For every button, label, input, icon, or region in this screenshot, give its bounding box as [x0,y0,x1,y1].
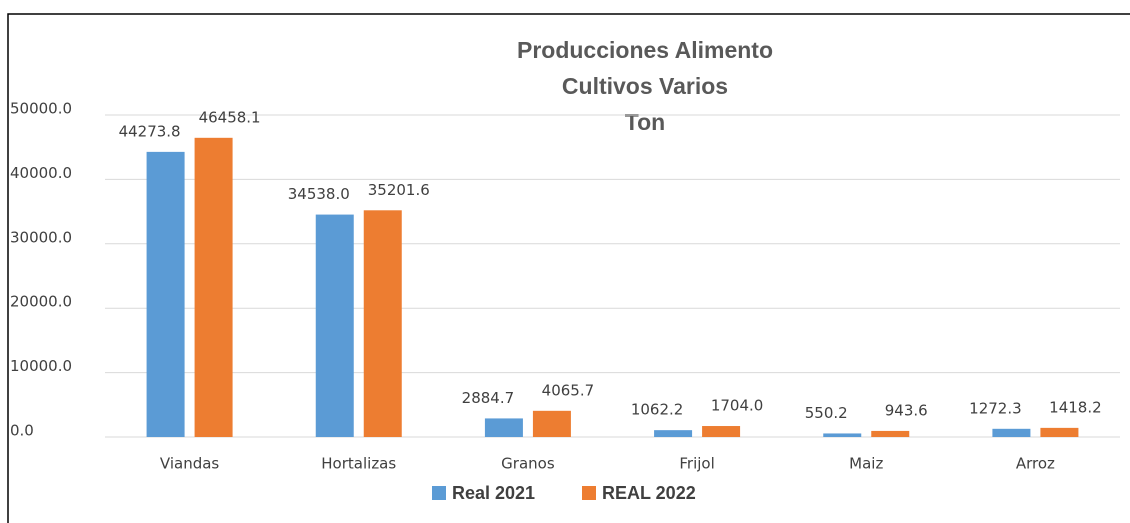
chart-title: Producciones Alimento [517,37,773,63]
y-tick-label: 40000.0 [10,164,72,182]
y-tick-label: 0.0 [10,422,34,440]
bar [823,433,862,437]
y-tick-label: 10000.0 [10,357,72,375]
x-tick-label: Arroz [1016,455,1055,473]
x-tick-label: Granos [501,455,555,473]
bar [702,426,741,437]
value-label: 35201.6 [368,181,430,199]
y-tick-label: 20000.0 [10,293,72,311]
x-tick-label: Maiz [849,455,883,473]
bar [146,151,185,438]
bar [194,137,233,438]
bar [992,428,1031,437]
y-tick-label: 50000.0 [10,100,72,118]
bar [532,410,571,437]
legend-swatch [432,486,446,500]
value-label: 1272.3 [969,399,1022,417]
bar [363,210,402,437]
bar [1040,427,1079,437]
value-label: 943.6 [885,401,928,419]
chart-title: Cultivos Varios [562,73,728,99]
x-tick-label: Viandas [160,455,220,473]
bar [315,214,354,437]
value-label: 34538.0 [288,185,350,203]
bar [871,430,910,437]
legend-label: Real 2021 [452,483,535,503]
value-label: 4065.7 [542,381,595,399]
bar [654,430,693,437]
value-label: 2884.7 [462,389,515,407]
legend-label: REAL 2022 [602,483,696,503]
value-label: 46458.1 [199,108,261,126]
chart-title: Ton [625,109,665,135]
value-label: 44273.8 [119,122,181,140]
value-label: 1062.2 [631,401,684,419]
chart-border [7,13,1130,523]
x-tick-label: Hortalizas [321,455,396,473]
value-label: 550.2 [805,404,848,422]
bar [484,418,523,437]
value-label: 1418.2 [1049,398,1102,416]
value-label: 1704.0 [711,397,764,415]
x-tick-label: Frijol [679,455,714,473]
legend-swatch [582,486,596,500]
y-tick-label: 30000.0 [10,228,72,246]
